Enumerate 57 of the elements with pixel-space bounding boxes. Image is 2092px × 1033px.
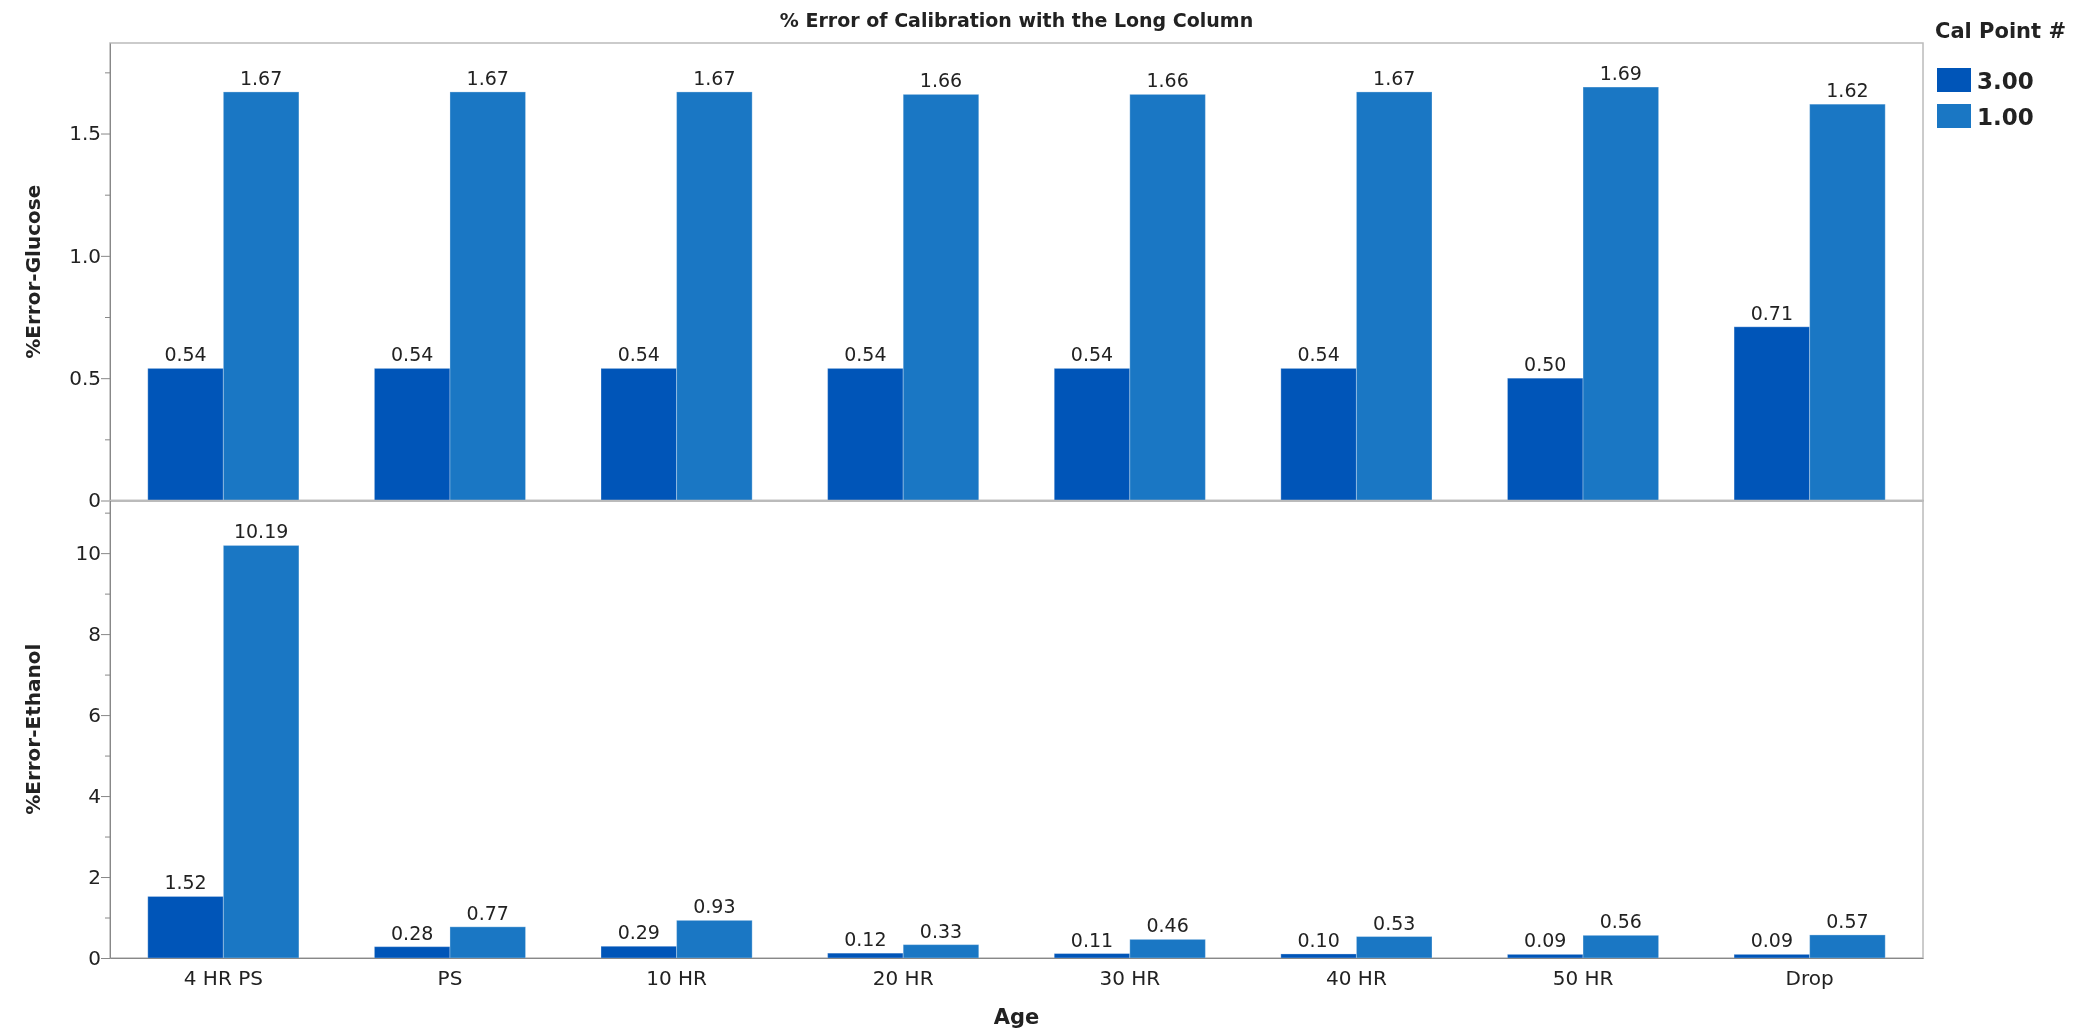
y-tick-label: 1.0	[69, 243, 101, 268]
data-label: 0.77	[466, 901, 509, 924]
data-label: 0.54	[844, 343, 887, 366]
data-label: 0.09	[1524, 929, 1567, 952]
data-label: 0.71	[1750, 301, 1794, 324]
data-label: 0.46	[1146, 914, 1189, 937]
data-label: 0.53	[1373, 911, 1416, 934]
y-tick-label: 4	[88, 783, 101, 808]
data-label: 0.50	[1524, 353, 1567, 376]
data-label: 1.66	[1146, 69, 1189, 92]
data-label: 0.54	[1297, 343, 1340, 366]
data-label: 0.54	[391, 343, 434, 366]
data-label: 0.54	[1070, 343, 1114, 366]
legend-label: 3.00	[1977, 68, 2034, 94]
data-label: 1.52	[164, 871, 207, 894]
data-label: 0.29	[617, 921, 660, 944]
legend-label: 1.00	[1977, 104, 2034, 130]
data-label: 0.11	[1070, 928, 1114, 951]
x-tick-label: 20 HR	[872, 966, 934, 990]
chart-title: % Error of Calibration with the Long Column	[779, 9, 1254, 31]
data-label: 0.54	[617, 343, 660, 366]
y-tick-label: 0	[88, 945, 101, 970]
x-tick-label: 30 HR	[1099, 966, 1161, 990]
y-axis-title: %Error-Ethanol	[21, 643, 45, 815]
x-tick-label: 10 HR	[646, 966, 708, 990]
data-label: 0.12	[844, 928, 887, 951]
x-tick-label: 40 HR	[1326, 966, 1387, 990]
x-tick-label: 4 HR PS	[183, 966, 263, 990]
y-tick-label: 1.5	[69, 121, 101, 146]
data-label: 1.69	[1599, 62, 1642, 85]
data-label: 1.66	[919, 69, 963, 92]
data-label: 0.33	[919, 919, 963, 942]
y-tick-label: 2	[88, 864, 101, 889]
x-tick-label: PS	[437, 966, 463, 990]
x-axis-title: Age	[993, 1005, 1040, 1029]
data-label: 0.57	[1826, 909, 1869, 932]
x-tick-label: 50 HR	[1552, 966, 1614, 990]
y-tick-label: 6	[88, 702, 101, 727]
data-label: 10.19	[233, 520, 289, 543]
data-label: 0.93	[693, 895, 736, 918]
data-label: 1.67	[466, 66, 509, 89]
y-tick-label: 10	[75, 541, 101, 566]
data-label: 1.67	[239, 66, 283, 89]
y-tick-label: 0	[88, 488, 101, 513]
data-label: 1.67	[1373, 66, 1416, 89]
data-label: 0.56	[1599, 910, 1642, 933]
x-tick-label: Drop	[1785, 966, 1834, 990]
data-label: 1.67	[693, 66, 736, 89]
y-tick-label: 8	[88, 622, 101, 647]
data-label: 0.54	[164, 343, 207, 366]
data-label: 0.28	[391, 921, 434, 944]
y-axis-title: %Error-Glucose	[21, 184, 45, 359]
data-label: 0.10	[1297, 928, 1340, 951]
data-label: 0.09	[1750, 929, 1794, 952]
y-tick-label: 0.5	[69, 366, 101, 391]
legend-title: Cal Point #	[1935, 19, 2067, 43]
data-label: 1.62	[1826, 79, 1869, 102]
